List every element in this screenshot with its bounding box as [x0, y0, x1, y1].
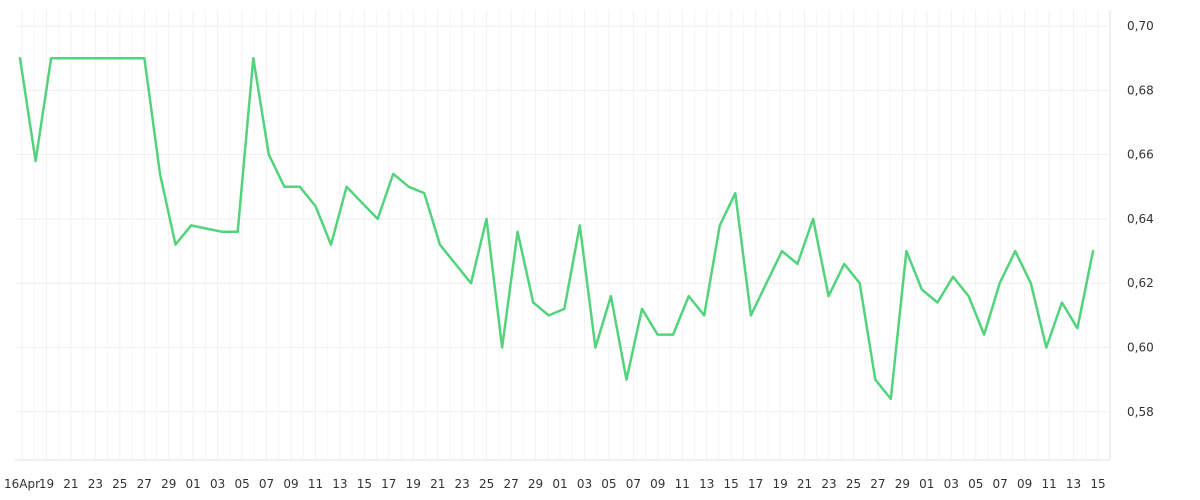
x-tick-label: 01 [186, 477, 201, 491]
y-tick-label: 0,70 [1127, 19, 1154, 33]
x-tick-label: 27 [137, 477, 152, 491]
y-tick-label: 0,62 [1127, 276, 1154, 290]
x-tick-label: 15 [357, 477, 372, 491]
x-tick-label: 11 [675, 477, 690, 491]
x-tick-label: 03 [577, 477, 592, 491]
x-tick-label: 15 [724, 477, 739, 491]
y-tick-label: 0,60 [1127, 341, 1154, 355]
x-tick-label: 09 [283, 477, 298, 491]
x-tick-label: 21 [430, 477, 445, 491]
x-tick-label: 17 [381, 477, 396, 491]
x-tick-label: 05 [601, 477, 616, 491]
x-tick-label: 19 [772, 477, 787, 491]
y-tick-label: 0,68 [1127, 83, 1154, 97]
x-tick-label: 29 [528, 477, 543, 491]
x-tick-label: 05 [234, 477, 249, 491]
y-tick-label: 0,66 [1127, 148, 1154, 162]
x-tick-label: 01 [919, 477, 934, 491]
x-tick-label: 19 [406, 477, 421, 491]
x-tick-label: 17 [748, 477, 763, 491]
x-tick-label: 01 [552, 477, 567, 491]
x-tick-label: 09 [1017, 477, 1032, 491]
x-tick-label: 25 [846, 477, 861, 491]
x-tick-label: 13 [1066, 477, 1081, 491]
x-tick-label: 09 [650, 477, 665, 491]
grid [15, 10, 1111, 461]
x-tick-label: 03 [210, 477, 225, 491]
x-tick-label: 25 [112, 477, 127, 491]
x-tick-label: 21 [797, 477, 812, 491]
x-tick-label: 05 [968, 477, 983, 491]
x-tick-label: 27 [503, 477, 518, 491]
x-tick-label: 19 [39, 477, 54, 491]
x-tick-label: 16Apr [4, 477, 40, 491]
x-tick-label: 23 [455, 477, 470, 491]
x-tick-label: 13 [332, 477, 347, 491]
x-tick-label: 15 [1090, 477, 1105, 491]
x-tick-label: 23 [821, 477, 836, 491]
x-tick-label: 07 [993, 477, 1008, 491]
x-tick-label: 13 [699, 477, 714, 491]
x-tick-label: 23 [88, 477, 103, 491]
x-tick-label: 21 [63, 477, 78, 491]
x-tick-label: 27 [870, 477, 885, 491]
y-axis: 0,70 0,68 0,66 0,64 0,62 0,60 0,58 [1127, 19, 1154, 419]
x-tick-label: 03 [944, 477, 959, 491]
y-tick-label: 0,64 [1127, 212, 1154, 226]
series-layer [18, 56, 1095, 401]
x-tick-label: 11 [1041, 477, 1056, 491]
x-tick-label: 29 [895, 477, 910, 491]
x-tick-label: 11 [308, 477, 323, 491]
x-tick-label: 07 [259, 477, 274, 491]
x-tick-label: 25 [479, 477, 494, 491]
y-tick-label: 0,58 [1127, 405, 1154, 419]
x-tick-label: 29 [161, 477, 176, 491]
x-tick-label: 07 [626, 477, 641, 491]
series-line [18, 56, 1095, 401]
